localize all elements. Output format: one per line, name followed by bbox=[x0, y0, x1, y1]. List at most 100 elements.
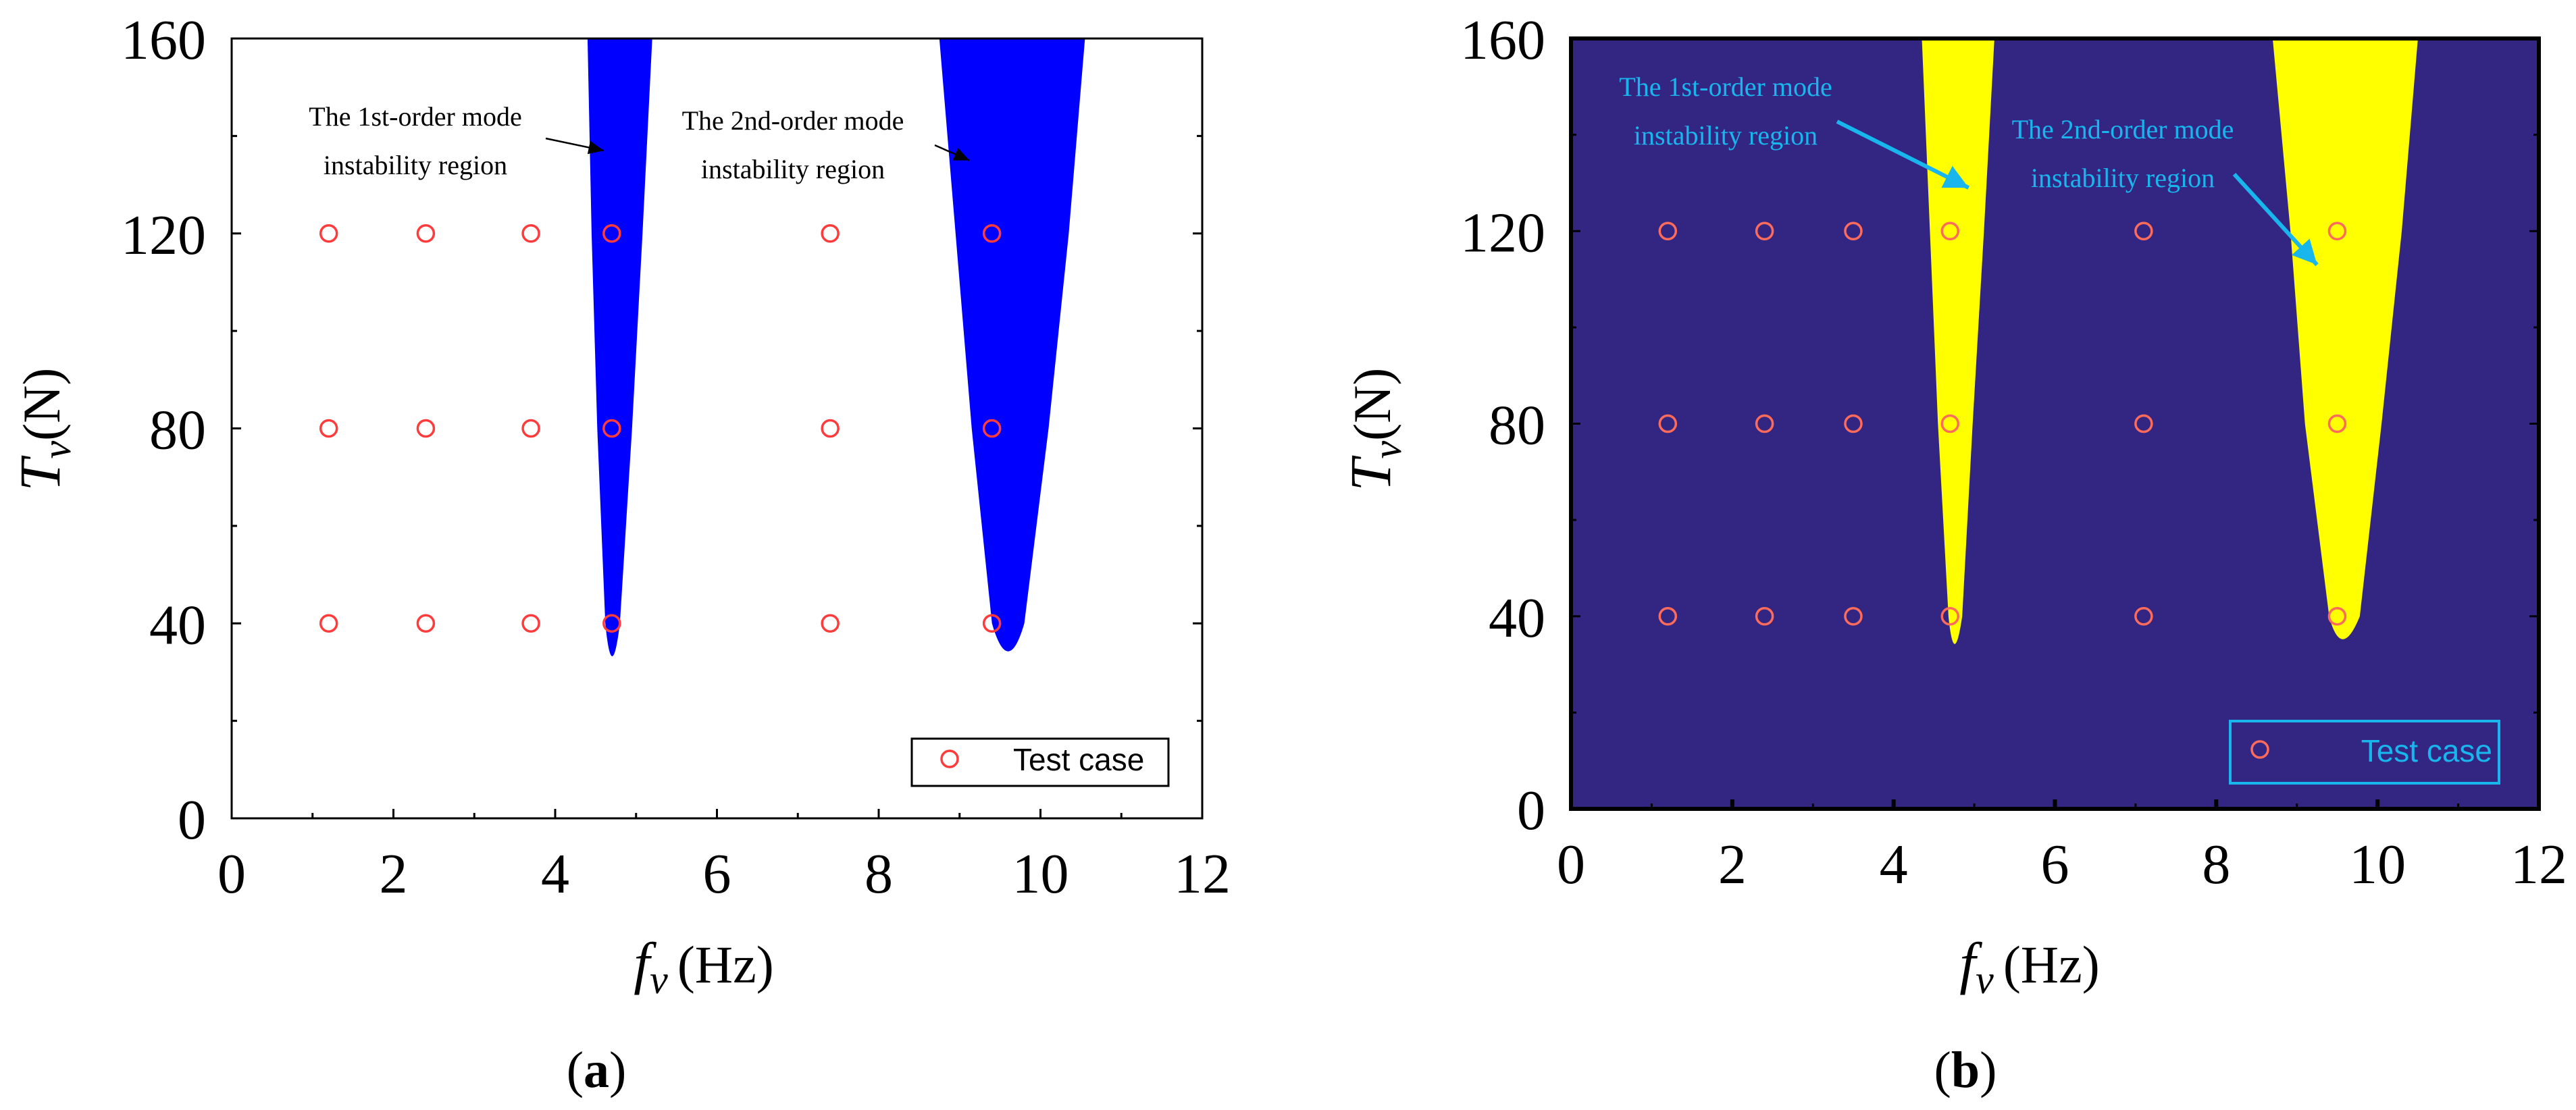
panel-a-legend-box bbox=[910, 737, 1170, 787]
panel-a-y-tick-label: 0 bbox=[178, 789, 206, 851]
panel-a-x-tick-label: 10 bbox=[1012, 843, 1069, 905]
panel-a-test-case-point bbox=[319, 224, 338, 243]
panel-b-x-tick-label: 6 bbox=[2041, 833, 2069, 896]
panel-b-test-case-point bbox=[1658, 607, 1678, 626]
panel-b-x-tick-label: 0 bbox=[1557, 833, 1585, 896]
panel-b-x-axis-label: fv (Hz) bbox=[1959, 930, 2099, 1002]
panel-b-x-tick-label: 10 bbox=[2349, 833, 2406, 896]
panel-b-test-case-point bbox=[2134, 414, 2153, 433]
panel-b-test-case-point bbox=[2134, 221, 2153, 240]
panel-a-region-2-arrow bbox=[934, 144, 970, 161]
panel-a-region-1-label-line2: instability region bbox=[324, 150, 507, 180]
panel-b-caption: (b) bbox=[1934, 1042, 1997, 1099]
panel-a-y-axis-subscript: v bbox=[34, 441, 79, 459]
panel-b-test-case-point bbox=[1844, 607, 1863, 626]
panel-a-region-2 bbox=[939, 38, 1085, 652]
panel-b-x-tick-label: 4 bbox=[1880, 833, 1908, 896]
panel-b-test-case-point bbox=[1755, 221, 1774, 240]
panel-b-test-case-point bbox=[2327, 414, 2347, 433]
panel-a-y-tick-labels: 0 40 80 120 160 bbox=[121, 9, 206, 851]
panel-b-test-case-point bbox=[1658, 414, 1678, 433]
panel-b-legend-label: Test case bbox=[2361, 733, 2492, 768]
panel-a-test-case-point bbox=[416, 614, 436, 633]
panel-b-y-axis-symbol: T bbox=[1338, 455, 1403, 491]
panel-b-x-axis-unit: (Hz) bbox=[2003, 935, 2100, 994]
panel-b-y-axis-subscript: v bbox=[1365, 441, 1410, 459]
panel-a-x-axis-subscript: v bbox=[650, 957, 668, 1002]
panel-a-test-case-point bbox=[521, 224, 540, 243]
panel-b-y-tick-label: 40 bbox=[1489, 587, 1545, 650]
panel-b-test-case-point bbox=[1844, 221, 1863, 240]
panel-a-region-1-label-line1: The 1st-order mode bbox=[309, 101, 521, 132]
panel-a-test-case-point bbox=[521, 419, 540, 438]
panel-a-x-tick-label: 8 bbox=[865, 843, 893, 905]
panel-b-y-tick-label: 160 bbox=[1460, 9, 1545, 72]
panel-a-x-axis-unit: (Hz) bbox=[677, 935, 774, 994]
panel-a-x-tick-label: 4 bbox=[541, 843, 569, 905]
panel-b-instability-regions bbox=[1922, 38, 2418, 644]
panel-a-test-case-point bbox=[319, 419, 338, 438]
panel-b-y-axis-label: Tv(N) bbox=[1338, 368, 1410, 492]
panel-b-test-case-point bbox=[1658, 221, 1678, 240]
panel-b-y-tick-label: 80 bbox=[1489, 394, 1545, 457]
panel-b-region-1-label-line1: The 1st-order mode bbox=[1619, 72, 1832, 102]
panel-b-x-tick-label: 2 bbox=[1718, 833, 1747, 896]
panel-b-legend: Test case bbox=[2229, 720, 2500, 785]
panel-b-y-axis-unit: (N) bbox=[1343, 368, 1401, 441]
panel-b-region-2-label-line1: The 2nd-order mode bbox=[2012, 114, 2234, 144]
panel-b-test-case-points bbox=[1658, 221, 2347, 626]
panel-a-test-case-point bbox=[821, 419, 840, 438]
panel-a-test-case-points bbox=[319, 224, 1002, 633]
panel-a-test-case-point bbox=[602, 419, 621, 438]
panel-a-y-axis-symbol: T bbox=[7, 455, 72, 491]
panel-b-test-case-point bbox=[1940, 607, 1960, 626]
panel-b-region-1 bbox=[1922, 38, 1994, 644]
panel-b-caption-letter: b bbox=[1951, 1042, 1980, 1099]
panel-a-instability-regions bbox=[587, 38, 1085, 656]
panel-a-test-case-point bbox=[982, 224, 1002, 243]
panel-a-y-tick-label: 80 bbox=[149, 399, 206, 462]
panel-b-legend-marker bbox=[2250, 740, 2269, 759]
panel-a-legend-label: Test case bbox=[1013, 742, 1144, 777]
panel-a-x-tick-label: 0 bbox=[217, 843, 246, 905]
panel-b-region-1-label-line2: instability region bbox=[1634, 120, 1818, 151]
panel-a-caption: (a) bbox=[567, 1042, 627, 1099]
panel-a-region-1 bbox=[587, 38, 652, 656]
panel-b-test-case-point bbox=[1844, 414, 1863, 433]
panel-a-x-axis-label: fv (Hz) bbox=[634, 930, 773, 1002]
panel-a-region-2-label-line1: The 2nd-order mode bbox=[682, 105, 904, 136]
panel-b-legend-box bbox=[2229, 720, 2500, 785]
panel-a-x-tick-label: 6 bbox=[703, 843, 731, 905]
panel-b-y-tick-labels: 0 40 80 120 160 bbox=[1460, 9, 1545, 842]
panel-a-annotations: The 1st-order mode instability region The … bbox=[309, 101, 970, 184]
panel-b-test-case-point bbox=[2327, 607, 2347, 626]
panel-b-region-2 bbox=[2272, 38, 2418, 639]
panel-b-test-case-point bbox=[2134, 607, 2153, 626]
panel-a-x-tick-label: 12 bbox=[1174, 843, 1231, 905]
panel-a-y-axis-label: Tv(N) bbox=[7, 368, 79, 492]
panel-a-chart: The 1st-order mode instability region The … bbox=[7, 9, 1231, 1099]
panel-a-plot-frame bbox=[230, 37, 1204, 820]
panel-b-region-2-label-line2: instability region bbox=[2031, 163, 2215, 193]
panel-b-test-case-point bbox=[2327, 221, 2347, 240]
panel-a-region-1-arrow bbox=[545, 137, 604, 155]
panel-a-test-case-point bbox=[821, 614, 840, 633]
panel-b-test-case-point bbox=[1940, 414, 1960, 433]
panel-a-test-case-point bbox=[521, 614, 540, 633]
panel-a-legend-marker bbox=[940, 749, 959, 768]
panel-b-x-tick-label: 12 bbox=[2510, 833, 2567, 896]
panel-a-test-case-point bbox=[982, 419, 1002, 438]
panel-b-test-case-point bbox=[1940, 221, 1960, 240]
panel-b-region-2-arrow bbox=[2232, 172, 2319, 267]
panel-b-annotations: The 1st-order mode instability region The … bbox=[1619, 72, 2319, 267]
panel-a-test-case-point bbox=[416, 224, 436, 243]
panel-a-caption-letter: a bbox=[584, 1042, 609, 1099]
panel-a-test-case-point bbox=[821, 224, 840, 243]
panel-a-y-tick-label: 40 bbox=[149, 593, 206, 656]
panel-a-test-case-point bbox=[416, 419, 436, 438]
panel-a-region-2-label-line2: instability region bbox=[701, 154, 885, 184]
panel-b-x-axis-subscript: v bbox=[1976, 957, 1994, 1002]
panel-b-y-tick-label: 0 bbox=[1517, 779, 1545, 842]
panel-b-region-1-arrow bbox=[1836, 120, 1970, 190]
